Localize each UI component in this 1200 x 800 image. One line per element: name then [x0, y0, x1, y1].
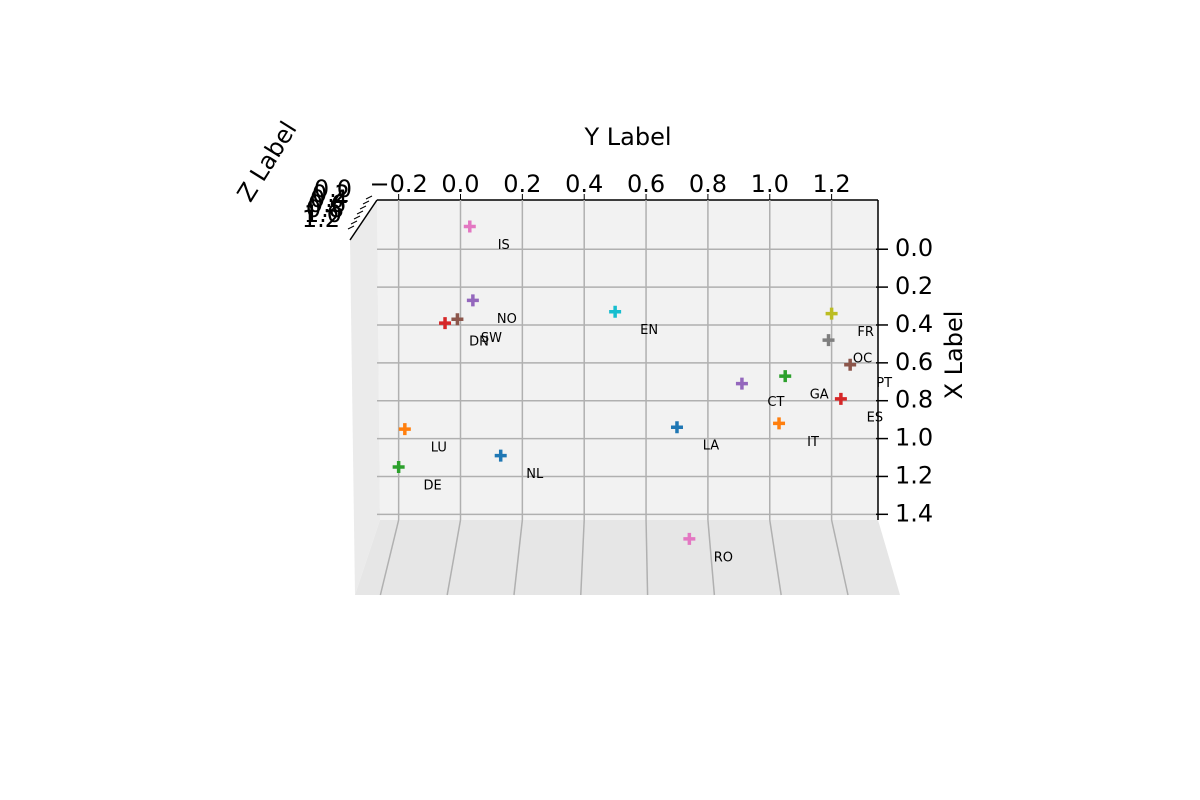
x-tick-label: 0.0: [895, 234, 933, 262]
point-marker: [609, 305, 622, 318]
z-tick: [359, 205, 367, 210]
point-marker: [466, 294, 479, 307]
y-tick-label: 0.0: [441, 170, 479, 198]
z-tick-label: 0.2: [312, 180, 350, 208]
point-marker: [494, 449, 507, 462]
point-marker: [463, 220, 476, 233]
y-tick-label: 0.2: [503, 170, 541, 198]
y-tick-label: 0.8: [689, 170, 727, 198]
y-tick-label: −0.2: [370, 170, 428, 198]
side-pane: [350, 200, 380, 595]
y-tick-label: 1.2: [813, 170, 851, 198]
grid-line: [830, 519, 849, 596]
point-label: LA: [703, 439, 720, 454]
y-tick-label: 0.4: [565, 170, 603, 198]
point-marker: [439, 317, 452, 330]
point-label: NL: [526, 467, 544, 482]
z-tick-label: 0.6: [308, 190, 346, 218]
back-pane: [377, 200, 878, 520]
point-marker: [670, 421, 683, 434]
point-label: OC: [853, 352, 872, 367]
z-tick-label: 0.0: [314, 175, 352, 203]
point-label: LU: [431, 441, 447, 456]
x-tick-label: 0.8: [895, 386, 933, 414]
z-tick-label: 0.8: [306, 195, 344, 223]
point-label: IT: [807, 435, 819, 450]
x-tick-label: 0.4: [895, 310, 933, 338]
x-tick-label: 0.6: [895, 348, 933, 376]
z-axis-label: Z Label: [232, 116, 303, 206]
z-tick-label: 1.2: [302, 205, 340, 233]
y-tick-label: 1.0: [751, 170, 789, 198]
z-tick: [353, 215, 361, 220]
grid-line: [769, 519, 782, 596]
z-tick-label: 0.4: [310, 185, 348, 213]
z-tick: [356, 210, 364, 215]
point-label: SW: [481, 331, 502, 346]
point-marker: [773, 417, 786, 430]
grid-line: [580, 519, 585, 596]
grid-line: [446, 519, 462, 596]
point-label: NO: [497, 312, 517, 327]
point-marker: [451, 313, 464, 326]
point-marker: [822, 334, 835, 347]
point-label: FR: [857, 325, 874, 340]
grid-line: [645, 519, 649, 596]
x-tick-label: 1.0: [895, 424, 933, 452]
point-marker: [825, 307, 838, 320]
point-marker: [779, 370, 792, 383]
x-tick-label: 0.2: [895, 272, 933, 300]
point-label: ES: [867, 410, 883, 425]
point-marker: [683, 532, 696, 545]
point-label: IS: [498, 238, 510, 253]
point-label: DN: [469, 335, 489, 350]
point-marker: [735, 377, 748, 390]
point-marker: [398, 423, 411, 436]
grid-line: [513, 519, 524, 596]
y-axis-label: Y Label: [583, 123, 671, 151]
y-tick-label: 0.6: [627, 170, 665, 198]
point-label: CT: [767, 395, 784, 410]
point-label: DE: [424, 478, 442, 493]
x-tick-label: 1.4: [895, 499, 933, 527]
x-tick-label: 1.2: [895, 461, 933, 489]
z-tick: [362, 200, 370, 205]
z-tick: [347, 225, 355, 230]
point-marker: [844, 358, 857, 371]
z-axis-line: [349, 199, 378, 241]
point-label: EN: [640, 323, 658, 338]
z-tick: [365, 195, 373, 200]
point-marker: [392, 460, 405, 473]
point-marker: [834, 392, 847, 405]
point-label: RO: [714, 550, 733, 565]
point-label: PT: [876, 376, 892, 391]
grid-line: [707, 519, 716, 596]
floor-pane: [355, 520, 900, 595]
point-label: GA: [810, 388, 829, 403]
x-axis-label: X Label: [940, 311, 968, 400]
grid-line: [379, 519, 400, 596]
z-tick-label: 1.0: [304, 200, 342, 228]
z-tick: [350, 220, 358, 225]
